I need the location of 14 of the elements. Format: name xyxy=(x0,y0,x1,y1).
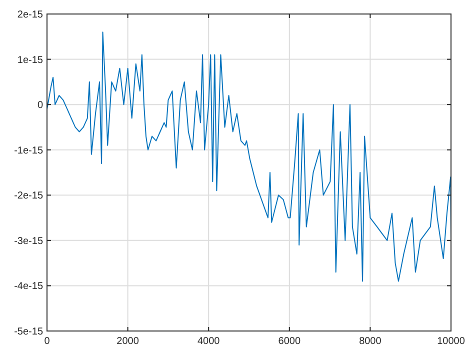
y-tick-label: -2e-15 xyxy=(14,190,44,202)
y-tick-label: 2e-15 xyxy=(17,10,44,20)
y-tick-label: -3e-15 xyxy=(14,236,44,247)
x-tick-label: 4000 xyxy=(197,336,220,347)
x-tick-label: 6000 xyxy=(278,336,301,347)
x-tick-label: 2000 xyxy=(116,336,140,347)
x-tick-label: 0 xyxy=(44,336,50,347)
y-tick-label: -1e-15 xyxy=(14,145,44,156)
y-tick-label: 1e-15 xyxy=(17,54,44,66)
y-tick-label: -4e-15 xyxy=(14,281,44,292)
y-tick-label: 0 xyxy=(37,100,44,112)
x-tick-label: 10000 xyxy=(437,336,466,347)
x-tick-label: 8000 xyxy=(359,336,382,347)
y-tick-label: -5e-15 xyxy=(14,326,44,338)
